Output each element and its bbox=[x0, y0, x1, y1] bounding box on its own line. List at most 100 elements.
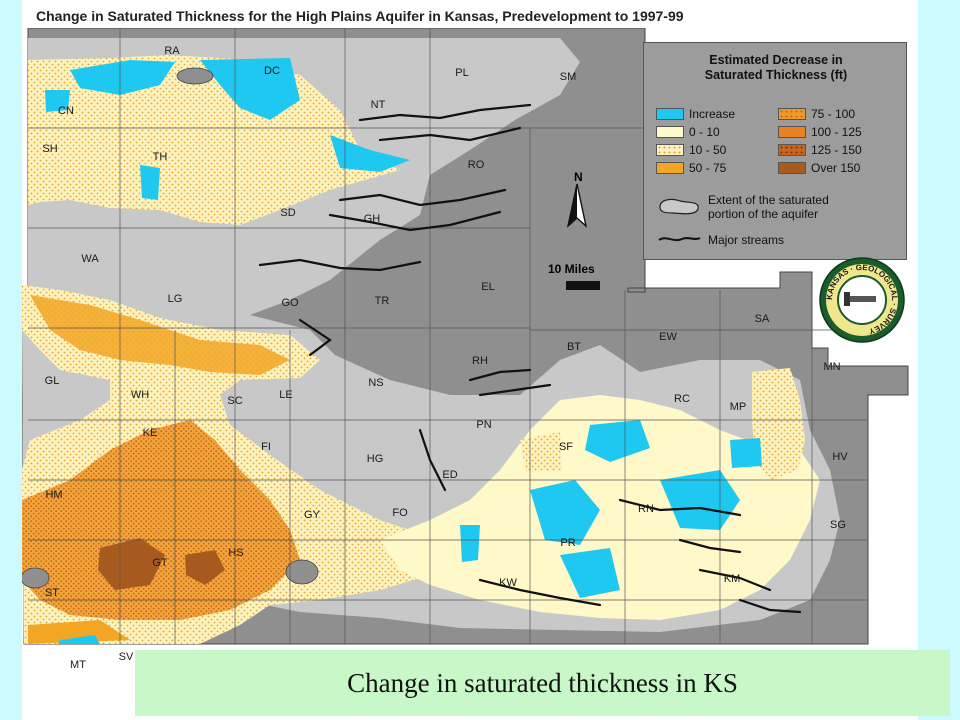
legend-extent-line1: Extent of the saturated bbox=[708, 193, 829, 207]
county-label-dc: DC bbox=[264, 65, 280, 77]
county-label-gh: GH bbox=[364, 213, 381, 225]
county-label-st: ST bbox=[45, 587, 59, 599]
county-label-sh: SH bbox=[42, 143, 57, 155]
extent-hole-1 bbox=[176, 67, 214, 85]
county-label-hg: HG bbox=[367, 453, 384, 465]
legend-label: Increase bbox=[689, 107, 736, 121]
extent-hole-2 bbox=[285, 559, 319, 585]
zone-northwest bbox=[28, 55, 400, 225]
legend-item-50-75: 50 - 75 bbox=[656, 161, 726, 175]
zone-increase-c5 bbox=[460, 525, 480, 562]
county-label-fo: FO bbox=[392, 507, 408, 519]
zone-central bbox=[380, 395, 820, 620]
legend-streams-label: Major streams bbox=[708, 233, 785, 247]
caption-text: Change in saturated thickness in KS bbox=[347, 667, 738, 698]
stream-swatch-icon bbox=[658, 237, 701, 242]
county-label-hm: HM bbox=[45, 489, 62, 501]
legend-item-0-10: 0 - 10 bbox=[656, 125, 720, 139]
county-label-sg: SG bbox=[830, 519, 846, 531]
scale-label: 10 Miles bbox=[548, 262, 595, 276]
legend-label: 10 - 50 bbox=[689, 143, 727, 157]
county-label-kw: KW bbox=[499, 577, 517, 589]
caption-box: Change in saturated thickness in KS bbox=[135, 650, 950, 716]
county-label-ed: ED bbox=[442, 469, 457, 481]
county-grid bbox=[28, 28, 868, 644]
major-streams bbox=[258, 103, 802, 614]
county-label-wh: WH bbox=[131, 389, 149, 401]
county-label-ns: NS bbox=[368, 377, 383, 389]
zone-increase-nw1 bbox=[70, 60, 175, 95]
county-label-sf: SF bbox=[559, 441, 573, 453]
legend-label: 75 - 100 bbox=[811, 107, 856, 121]
legend-item-10-50: 10 - 50 bbox=[656, 143, 726, 157]
map-legend: Estimated Decrease in Saturated Thicknes… bbox=[643, 42, 907, 260]
zone-increase-nw2 bbox=[200, 58, 300, 120]
legend-item-over-150: Over 150 bbox=[778, 161, 860, 175]
county-label-th: TH bbox=[153, 151, 168, 163]
legend-item-125-150: 125 - 150 bbox=[778, 143, 862, 157]
county-label-mp: MP bbox=[730, 401, 747, 413]
county-label-lg: LG bbox=[168, 293, 183, 305]
legend-title-line1: Estimated Decrease in bbox=[709, 53, 843, 67]
zone-mt-blue bbox=[58, 635, 100, 644]
legend-swatch bbox=[778, 126, 806, 138]
county-label-sm: SM bbox=[560, 71, 577, 83]
county-label-le: LE bbox=[279, 389, 292, 401]
legend-swatch bbox=[778, 144, 806, 156]
legend-swatch bbox=[656, 126, 684, 138]
kgs-seal-logo: KANSAS · GEOLOGICAL · SURVEY bbox=[819, 257, 905, 343]
legend-swatch bbox=[656, 162, 684, 174]
legend-extent-line2: portion of the aquifer bbox=[708, 207, 819, 221]
county-label-gl: GL bbox=[45, 375, 60, 387]
county-label-nt: NT bbox=[371, 99, 386, 111]
legend-swatch bbox=[656, 108, 684, 120]
county-label-gt: GT bbox=[152, 557, 168, 569]
zone-increase-nw4 bbox=[140, 165, 160, 200]
zone-mp-east bbox=[752, 368, 805, 480]
county-label-ra: RA bbox=[164, 45, 180, 57]
county-label-el: EL bbox=[481, 281, 494, 293]
county-label-wa: WA bbox=[81, 253, 99, 265]
extent-swatch-icon bbox=[659, 198, 699, 215]
county-label-tr: TR bbox=[375, 295, 390, 307]
county-label-pr: PR bbox=[560, 537, 575, 549]
zone-increase-nw3 bbox=[330, 135, 410, 172]
legend-item-increase: Increase bbox=[656, 107, 735, 121]
county-label-pn: PN bbox=[476, 419, 491, 431]
legend-label: 125 - 150 bbox=[811, 143, 862, 157]
county-label-ro: RO bbox=[468, 159, 485, 171]
map-title: Change in Saturated Thickness for the Hi… bbox=[36, 8, 684, 24]
county-label-cn: CN bbox=[58, 105, 74, 117]
county-label-fi: FI bbox=[261, 441, 271, 453]
extent-hole-3 bbox=[22, 567, 50, 589]
legend-title: Estimated Decrease in Saturated Thicknes… bbox=[644, 53, 908, 83]
county-label-bt: BT bbox=[567, 341, 581, 353]
county-label-sc: SC bbox=[227, 395, 242, 407]
county-label-sd: SD bbox=[280, 207, 295, 219]
county-label-gy: GY bbox=[304, 509, 321, 521]
zone-mt bbox=[28, 620, 130, 644]
zone-increase-c6 bbox=[730, 438, 762, 468]
zone-increase-c4 bbox=[560, 548, 620, 598]
county-label-km: KM bbox=[724, 573, 741, 585]
county-label-rh: RH bbox=[472, 355, 488, 367]
kansas-map: RA DC PL SM CN NT SH TH RO SD GH WA LG G… bbox=[22, 28, 909, 671]
zone-increase-nw5 bbox=[45, 90, 70, 112]
legend-title-line2: Saturated Thickness (ft) bbox=[704, 68, 848, 82]
legend-label: 50 - 75 bbox=[689, 161, 727, 175]
county-label-ke: KE bbox=[143, 427, 158, 439]
zone-over150-1 bbox=[98, 538, 165, 590]
zone-increase-c2 bbox=[530, 480, 600, 545]
county-label-hv: HV bbox=[832, 451, 848, 463]
legend-swatch bbox=[778, 162, 806, 174]
legend-label: Over 150 bbox=[811, 161, 861, 175]
zone-orange-core bbox=[22, 420, 300, 620]
zone-orange-north bbox=[30, 295, 290, 375]
legend-item-100-125: 100 - 125 bbox=[778, 125, 862, 139]
county-label-mn: MN bbox=[823, 361, 840, 373]
county-label-mt: MT bbox=[70, 659, 86, 671]
legend-extent-label: Extent of the saturated portion of the a… bbox=[708, 193, 829, 221]
county-label-sv: SV bbox=[119, 651, 134, 663]
county-label-rn: RN bbox=[638, 503, 654, 515]
county-label-rc: RC bbox=[674, 393, 690, 405]
